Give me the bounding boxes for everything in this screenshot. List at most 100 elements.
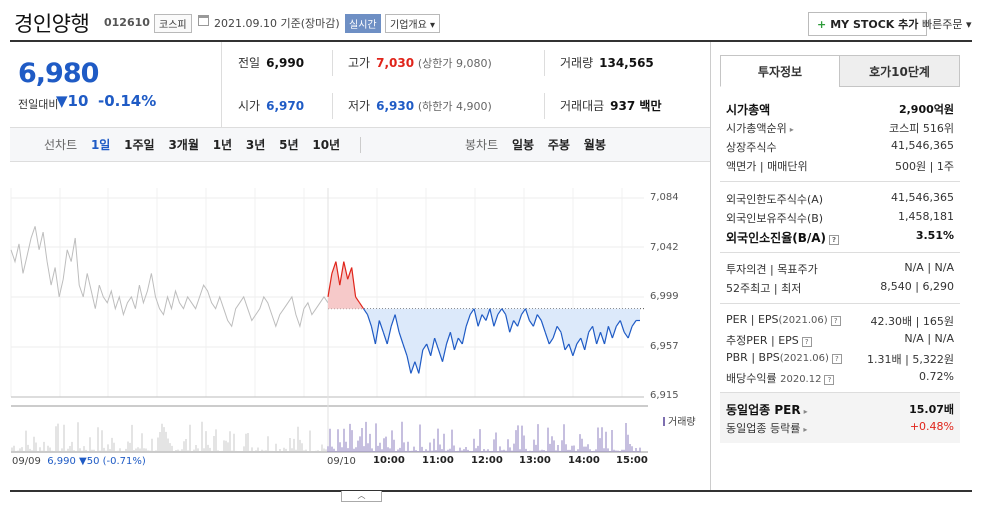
today-series-segment	[394, 314, 400, 333]
x-tick-label: 10:00	[373, 455, 405, 466]
today-series-segment	[584, 332, 590, 351]
today-series-segment	[493, 314, 499, 327]
today-series-segment	[580, 337, 586, 351]
quote-amount: 거래대금 937 백만	[560, 99, 662, 113]
help-icon[interactable]: ?	[824, 375, 835, 385]
today-series-segment	[611, 326, 617, 339]
y-tick-label: 6,915	[650, 390, 679, 401]
tab-order-book-10[interactable]: 호가10단계	[839, 55, 960, 87]
today-series-segment	[552, 326, 558, 339]
row-pbr-bps: PBR | BPS(2021.06)? 1.31배 | 5,322원	[726, 351, 954, 366]
today-series-segment	[457, 337, 463, 345]
today-series-segment	[461, 326, 467, 345]
chevron-right-icon: ▸	[803, 407, 808, 416]
today-series-segment	[430, 337, 436, 356]
row-market-cap-rank[interactable]: 시가총액순위 ▸ 코스피 516위	[726, 122, 954, 135]
row-opinion-target: 투자의견 | 목표주가 N/A | N/A	[726, 261, 954, 276]
help-icon[interactable]: ?	[801, 337, 812, 347]
today-series-segment	[473, 308, 479, 327]
x-tick-label: 13:00	[519, 455, 551, 466]
row-sector-change[interactable]: 동일업종 등락률 ▸ +0.48%	[726, 420, 954, 435]
today-series-segment	[343, 261, 349, 280]
tab-1year[interactable]: 1년	[212, 138, 233, 152]
today-series-segment	[485, 308, 491, 321]
row-52week: 52주최고 | 최저 8,540 | 6,290	[726, 280, 954, 295]
today-series-segment	[453, 337, 459, 351]
today-series-segment	[434, 337, 440, 351]
today-series-segment	[414, 361, 420, 374]
line-chart-label: 선차트	[44, 138, 78, 152]
corp-overview-dropdown[interactable]: 기업개요 ▾	[385, 14, 440, 33]
calendar-icon	[198, 15, 209, 26]
reference-date: 2021.09.10 기준(장마감)	[214, 17, 340, 30]
my-stock-add-button[interactable]: + MY STOCK 추가	[808, 12, 928, 36]
x-tick-label: 15:00	[616, 455, 648, 466]
today-series-segment	[374, 320, 380, 345]
today-series-segment	[355, 296, 361, 304]
tab-3month[interactable]: 3개월	[168, 138, 199, 152]
today-series-segment	[564, 343, 570, 351]
quote-row: 시가 6,970 저가 6,930 (하한가 4,900) 거래대금 937 백만	[222, 85, 710, 128]
my-stock-label: MY STOCK 추가	[830, 18, 919, 31]
today-series-segment	[331, 261, 337, 274]
vs-prev-label: 전일대비	[18, 98, 59, 111]
today-series-segment	[517, 314, 523, 327]
today-series-segment	[465, 314, 471, 327]
tab-weekly[interactable]: 주봉	[547, 138, 570, 152]
collapse-chevron-up-icon[interactable]: ︿	[341, 491, 382, 502]
quote-high: 고가 7,030 (상한가 9,080)	[348, 56, 492, 70]
today-series-segment	[410, 361, 416, 374]
x-tick-label: 11:00	[422, 455, 454, 466]
today-series-segment	[536, 314, 542, 321]
today-series-segment	[378, 320, 384, 333]
tab-1day[interactable]: 1일	[90, 138, 111, 152]
tab-3year[interactable]: 3년	[245, 138, 266, 152]
quick-order-dropdown[interactable]: 빠른주문 ▾	[922, 18, 972, 31]
today-series-segment	[627, 326, 633, 339]
today-series-segment	[631, 320, 637, 327]
today-series-segment	[592, 326, 598, 345]
today-series-segment	[449, 332, 455, 351]
price-change: ▼10	[56, 92, 89, 110]
current-price-box: 6,980 전일대비 ▼10 -0.14%	[10, 42, 222, 128]
candle-chart-tabs: 봉차트 일봉 주봉 월봉	[465, 128, 616, 162]
today-series-segment	[438, 349, 444, 362]
quote-volume: 거래량 134,565	[560, 56, 654, 70]
chevron-right-icon: ▸	[803, 425, 808, 434]
row-foreign-owned: 외국인보유주식수(B) 1,458,181	[726, 210, 954, 225]
row-sector-per[interactable]: 동일업종 PER ▸ 15.07배	[726, 403, 954, 417]
today-series-segment	[418, 349, 424, 374]
realtime-button[interactable]: 실시간	[345, 14, 381, 33]
tab-invest-info[interactable]: 투자정보	[720, 55, 840, 87]
x-tick-label: 09/10	[327, 456, 356, 467]
today-series-segment	[327, 273, 333, 297]
today-series-segment	[363, 308, 368, 315]
today-series-segment	[576, 337, 582, 345]
tab-10year[interactable]: 10년	[312, 138, 341, 152]
today-series-segment	[560, 332, 566, 351]
tab-5year[interactable]: 5년	[279, 138, 299, 152]
today-series-segment	[588, 325, 594, 333]
today-series-segment	[497, 308, 503, 315]
tab-1week[interactable]: 1주일	[124, 138, 155, 152]
invest-tabs: 투자정보 호가10단계	[720, 55, 960, 87]
today-series-segment	[335, 261, 341, 286]
row-market-cap: 시가총액 2,900억원	[726, 103, 954, 117]
help-icon[interactable]: ?	[831, 354, 842, 364]
row-listed-shares: 상장주식수 41,546,365	[726, 139, 954, 154]
today-series-segment	[382, 332, 388, 345]
today-series-segment	[398, 332, 404, 345]
today-series-segment	[568, 343, 574, 356]
tab-daily[interactable]: 일봉	[511, 138, 535, 152]
quote-prev-close: 전일 6,990	[238, 56, 305, 70]
today-series-segment	[426, 343, 432, 356]
tab-monthly[interactable]: 월봉	[583, 138, 606, 152]
chart-tabs-bar: 선차트 1일 1주일 3개월 1년 3년 5년 10년 봉차트 일봉 주봉 월봉	[10, 128, 710, 162]
row-par-trade-unit: 액면가 | 매매단위 500원 | 1주	[726, 160, 954, 173]
help-icon[interactable]: ?	[829, 235, 840, 245]
help-icon[interactable]: ?	[830, 316, 841, 326]
today-series-segment	[339, 261, 345, 286]
chevron-right-icon: ▸	[789, 125, 794, 134]
market-badge: 코스피	[154, 14, 192, 33]
